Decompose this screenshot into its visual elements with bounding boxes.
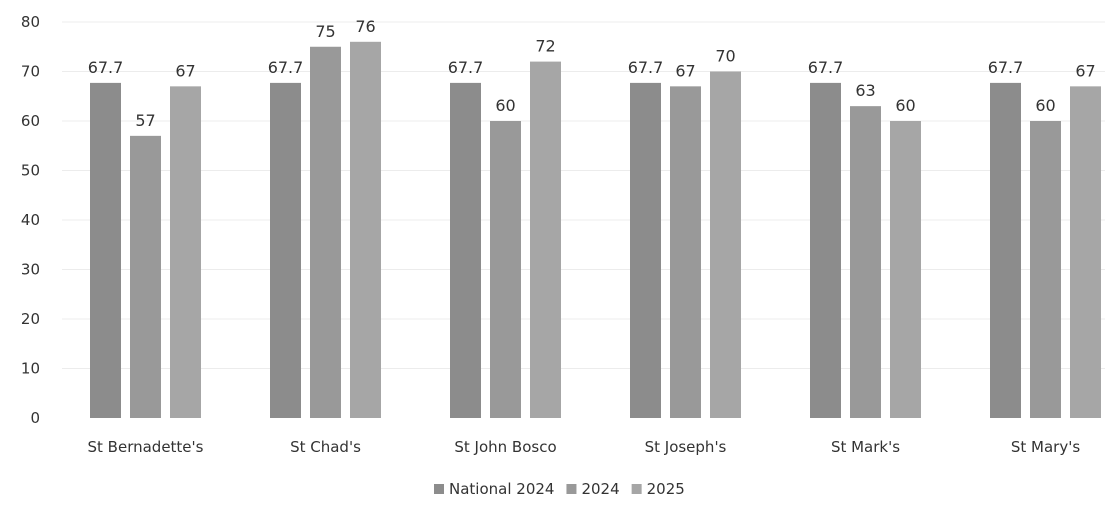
bar <box>130 135 161 418</box>
bar <box>990 82 1021 418</box>
category-label: St John Bosco <box>454 438 556 456</box>
data-label: 76 <box>355 17 375 36</box>
bar <box>170 86 201 418</box>
legend-label: 2024 <box>581 480 619 498</box>
y-tick-label: 20 <box>21 310 40 328</box>
bar <box>90 82 121 418</box>
legend-swatch <box>631 484 642 494</box>
category-label: St Bernadette's <box>88 438 204 456</box>
data-label: 67.7 <box>628 58 664 77</box>
bar <box>670 86 701 418</box>
bar <box>350 41 381 419</box>
data-label: 67.7 <box>448 58 484 77</box>
data-label: 67.7 <box>88 58 124 77</box>
bar <box>490 121 521 418</box>
y-axis-ticks: 0 10 20 30 40 50 60 70 80 <box>21 13 40 427</box>
bar <box>450 82 481 418</box>
data-label: 67.7 <box>268 58 304 77</box>
data-label: 70 <box>715 47 735 66</box>
y-tick-label: 30 <box>21 261 40 279</box>
category-label: St Mary's <box>1011 438 1080 456</box>
bar <box>1030 121 1061 418</box>
bar <box>630 82 661 418</box>
x-axis-categories: St Bernadette's St Chad's St John Bosco St … <box>88 438 1081 456</box>
data-label: 67 <box>1075 61 1095 80</box>
data-label: 60 <box>1035 96 1055 115</box>
y-tick-label: 70 <box>21 63 40 81</box>
data-label: 57 <box>135 111 155 130</box>
data-label: 60 <box>895 96 915 115</box>
legend-label: National 2024 <box>449 480 554 498</box>
data-label: 72 <box>535 37 555 56</box>
data-label: 60 <box>495 96 515 115</box>
bar <box>890 121 921 418</box>
category-label: St Chad's <box>290 438 361 456</box>
data-label: 67 <box>175 61 195 80</box>
y-tick-label: 10 <box>21 360 40 378</box>
bars <box>90 41 1101 419</box>
bar <box>810 82 841 418</box>
data-label: 67.7 <box>988 58 1024 77</box>
y-tick-label: 50 <box>21 162 40 180</box>
bar <box>530 61 561 418</box>
legend-swatch <box>566 484 577 494</box>
bar <box>710 71 741 418</box>
data-label: 67.7 <box>808 58 844 77</box>
legend-label: 2025 <box>647 480 685 498</box>
gridlines <box>62 21 1105 369</box>
bar <box>1070 86 1101 418</box>
data-label: 67 <box>675 61 695 80</box>
legend: National 2024 2024 2025 <box>434 480 685 498</box>
legend-swatch <box>434 484 444 494</box>
bar <box>850 106 881 419</box>
category-label: St Joseph's <box>645 438 727 456</box>
data-label: 63 <box>855 81 875 100</box>
y-tick-label: 40 <box>21 211 40 229</box>
data-label: 75 <box>315 22 335 41</box>
category-label: St Mark's <box>831 438 900 456</box>
y-tick-label: 0 <box>30 409 40 427</box>
y-tick-label: 80 <box>21 13 40 31</box>
bar <box>310 46 341 418</box>
bar <box>270 82 301 418</box>
y-tick-label: 60 <box>21 112 40 130</box>
data-labels: 67.7 57 67 67.7 75 76 67.7 60 72 67.7 67 70 67.7 63 60… <box>88 17 1096 130</box>
